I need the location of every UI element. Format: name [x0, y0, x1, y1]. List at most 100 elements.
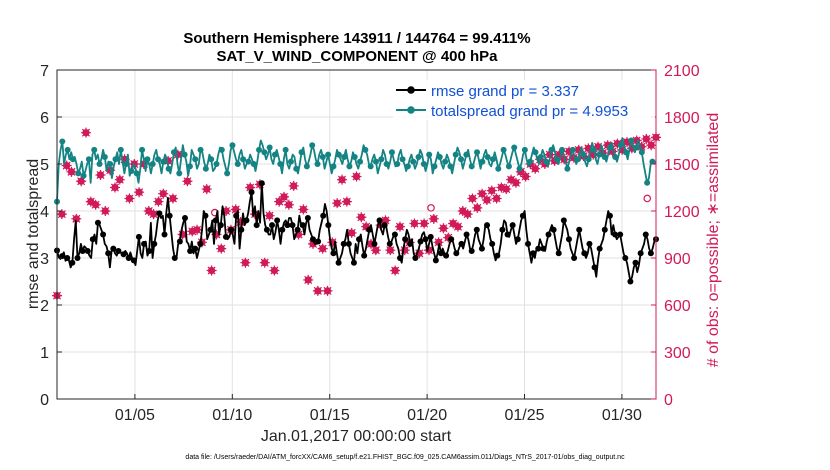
spread-point: [468, 163, 475, 170]
obs-count-point: [158, 188, 169, 199]
y-axis-label-left: rmse and totalspread: [25, 159, 42, 309]
obs-count-point: [501, 184, 512, 195]
rmse-point: [458, 240, 465, 247]
rmse-point: [555, 250, 562, 257]
obs-count-point: [312, 285, 323, 296]
spread-point: [628, 137, 635, 144]
obs-count-asterisk: [322, 285, 333, 296]
obs-count-asterisk: [462, 209, 473, 220]
obs-count-point: [390, 265, 401, 276]
spread-point: [447, 163, 454, 170]
rmse-point: [222, 233, 229, 240]
spread-point: [85, 156, 92, 163]
rmse-point: [366, 226, 373, 233]
rmse-point: [443, 252, 450, 259]
rmse-point: [228, 226, 235, 233]
rmse-point: [89, 236, 96, 243]
rmse-point: [115, 247, 122, 254]
obs-count-asterisk: [457, 206, 468, 216]
spread-point: [128, 168, 135, 175]
obs-count-asterisk: [351, 171, 362, 182]
x-axis-ticks: 01/05 01/10 01/15 01/20 01/25 01/30: [115, 394, 642, 424]
rmse-point: [64, 255, 71, 261]
rmse-point: [612, 231, 619, 238]
y-right-tick-label: 2100: [664, 63, 700, 80]
obs-count-asterisk: [124, 193, 135, 204]
rmse-point: [345, 240, 352, 247]
spread-point: [426, 151, 433, 158]
spread-point: [575, 156, 582, 163]
spread-point: [325, 151, 332, 158]
obs-count-point: [134, 187, 145, 198]
spread-point: [484, 153, 491, 160]
rmse-point: [535, 245, 542, 252]
obs-count-asterisk: [327, 237, 338, 248]
obs-count-asterisk: [515, 166, 526, 177]
y-right-tick-label: 1800: [664, 110, 700, 127]
obs-count-asterisk: [380, 215, 391, 226]
rmse-point: [530, 250, 537, 257]
rmse-point: [320, 212, 327, 219]
spread-point: [64, 146, 71, 153]
obs-count-asterisk: [303, 274, 314, 285]
rmse-point: [258, 180, 265, 187]
spread-point: [351, 153, 358, 160]
rmse-point: [238, 226, 245, 233]
rmse-point: [274, 217, 281, 224]
spread-point: [559, 146, 566, 153]
obs-count-point: [433, 237, 444, 248]
obs-count-asterisk: [399, 245, 410, 256]
rmse-point: [386, 240, 393, 247]
rmse-point: [591, 264, 598, 271]
obs-count-asterisk: [477, 188, 488, 199]
spread-point: [388, 149, 395, 156]
rmse-point: [299, 222, 306, 229]
rmse-point: [325, 222, 332, 229]
obs-count-asterisk: [481, 195, 492, 206]
spread-point: [234, 161, 241, 167]
rmse-point: [269, 222, 276, 229]
obs-count-point: [438, 223, 449, 234]
rmse-point: [207, 226, 214, 233]
obs-count-asterisk: [216, 243, 227, 254]
spread-point: [638, 149, 645, 156]
obs-count-asterisk: [61, 160, 72, 171]
spread-point: [224, 170, 231, 177]
obs-count-asterisk: [312, 285, 323, 296]
spread-point: [144, 156, 151, 163]
spread-point: [240, 156, 247, 163]
rmse-point: [79, 247, 86, 254]
rmse-point: [606, 212, 613, 219]
obs-count-asterisk: [554, 149, 565, 160]
spread-point: [404, 163, 411, 170]
obs-count-point: [428, 213, 439, 224]
obs-count-asterisk: [148, 209, 159, 220]
legend-rmse-marker: [407, 86, 415, 94]
rmse-point: [125, 255, 132, 261]
spread-point: [256, 146, 263, 153]
rmse-point: [284, 222, 291, 229]
obs-count-point: [153, 196, 164, 207]
obs-count-asterisk: [90, 199, 101, 210]
rmse-point: [560, 217, 567, 224]
obs-count-point: [114, 174, 125, 185]
spread-point: [96, 161, 103, 167]
obs-count-asterisk: [337, 174, 348, 185]
spread-point: [394, 161, 401, 167]
spread-point: [80, 172, 87, 179]
obs-count-point: [192, 224, 203, 235]
spread-point: [293, 165, 300, 172]
rmse-point: [422, 236, 429, 243]
rmse-point: [253, 222, 260, 229]
rmse-point: [371, 240, 378, 247]
rmse-point: [601, 226, 608, 233]
obs-count-point: [167, 193, 178, 204]
spread-point: [511, 144, 518, 151]
obs-count-asterisk: [622, 137, 633, 148]
spread-point: [160, 158, 167, 165]
obs-count-point: [477, 188, 488, 199]
spread-point: [495, 165, 502, 172]
obs-count-asterisk: [530, 163, 541, 174]
spread-point: [644, 179, 651, 186]
spread-point: [277, 161, 284, 167]
